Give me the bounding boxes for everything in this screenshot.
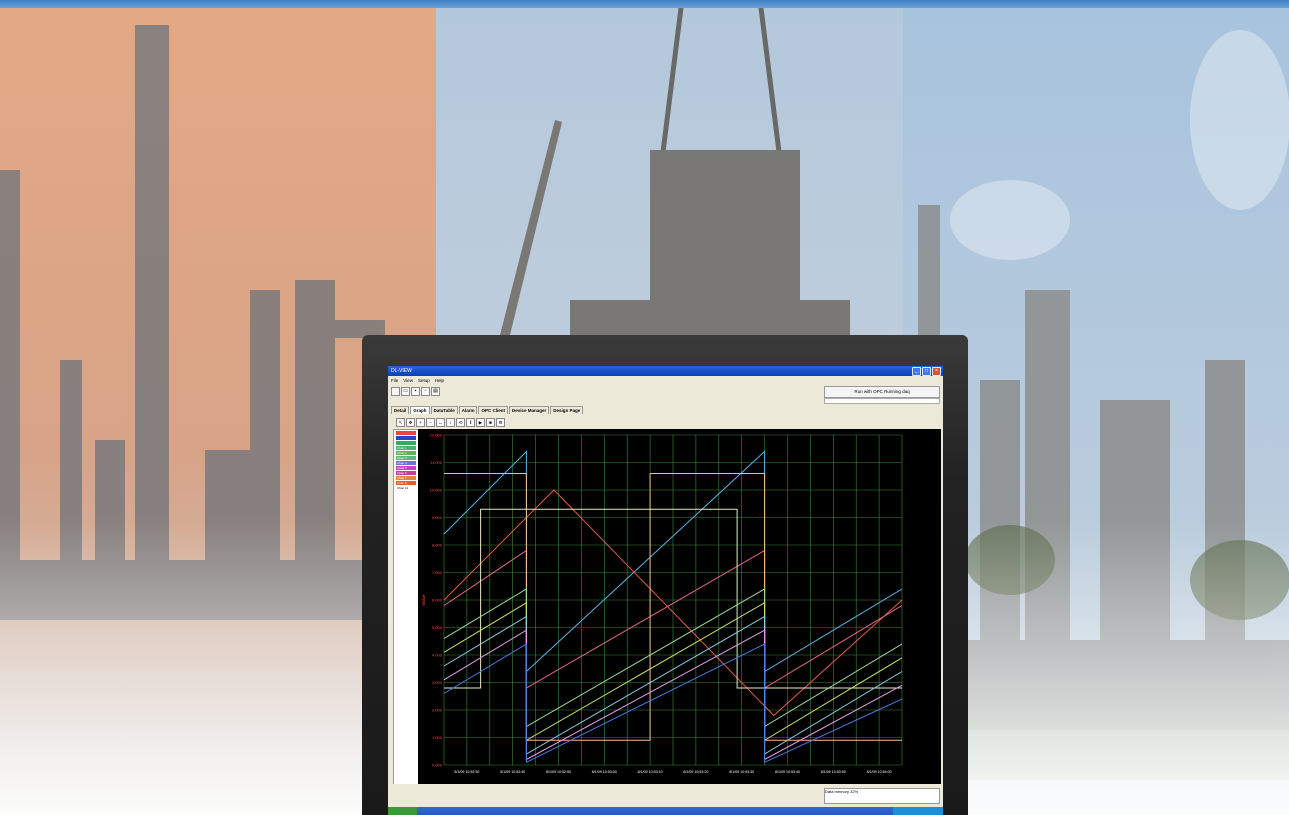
title-bar: DL-VIEW _ □ × xyxy=(388,366,943,376)
y-tick-label: 10.000 xyxy=(430,488,443,493)
trend-chart: 12.000 11.000 10.000 9.000 8.000 7.000 6.000 5.… xyxy=(418,429,941,784)
x-tick-label: 8/1/09 10:53:00 xyxy=(592,770,617,774)
tab-device-manager[interactable]: Device Manager xyxy=(509,406,550,414)
zoom-y-icon[interactable]: ↕ xyxy=(446,418,455,427)
legend-item[interactable] xyxy=(396,441,416,445)
y-tick-label: 4.000 xyxy=(432,653,443,658)
memory-status: Data memory 32% xyxy=(824,788,940,804)
y-tick-label: 12.000 xyxy=(430,433,443,438)
menu-file[interactable]: File xyxy=(391,377,399,383)
tab-opc-client[interactable]: OPC Client xyxy=(478,406,508,414)
y-tick-label: 6.000 xyxy=(432,598,443,603)
zoom-in-icon[interactable]: + xyxy=(416,418,425,427)
taskbar xyxy=(388,807,943,815)
cursor-icon[interactable]: ↖ xyxy=(396,418,405,427)
header-strip xyxy=(0,0,1289,8)
series-line xyxy=(443,615,903,755)
legend-item[interactable]: Chan 2 xyxy=(396,451,416,455)
close-button[interactable]: × xyxy=(932,366,941,376)
stop-icon[interactable]: ■ xyxy=(486,418,495,427)
play-icon[interactable]: ▶ xyxy=(476,418,485,427)
open-icon[interactable]: ▭ xyxy=(401,387,410,396)
print-icon[interactable]: ▤ xyxy=(431,387,440,396)
series-line xyxy=(443,489,903,717)
status-message: Run with OPC Running daq xyxy=(824,386,940,398)
series-line xyxy=(443,601,903,742)
legend-item[interactable] xyxy=(396,436,416,440)
series-line xyxy=(443,629,903,761)
maximize-button[interactable]: □ xyxy=(922,366,931,376)
y-tick-label: 0.000 xyxy=(432,763,443,768)
y-axis-label: Value xyxy=(421,594,426,606)
x-tick-label: 8/1/09 10:53:40 xyxy=(775,770,800,774)
menu-setup[interactable]: Setup xyxy=(417,377,430,383)
graph-toolbar: ↖ ✥ + − ↔ ↕ ⟲ ‖ ▶ ■ ⚙ xyxy=(396,418,505,427)
pause-icon[interactable]: ‖ xyxy=(466,418,475,427)
save-icon[interactable]: ▪ xyxy=(411,387,420,396)
x-tick-label: 8/1/09 10:53:30 xyxy=(729,770,754,774)
tab-graph[interactable]: Graph xyxy=(410,406,430,414)
app-window: DL-VIEW _ □ × File View Setup Help ▭ ▪ ▫… xyxy=(388,366,943,815)
x-tick-label: 8/1/09 10:52:30 xyxy=(454,770,479,774)
legend-item[interactable]: Chan 11 xyxy=(396,486,416,490)
tab-strip: Detail Graph DataTable Alarm OPC Client … xyxy=(391,406,584,414)
pan-icon[interactable]: ✥ xyxy=(406,418,415,427)
menu-help[interactable]: Help xyxy=(434,377,444,383)
x-tick-label: 8/1/09 10:53:20 xyxy=(683,770,708,774)
export-icon[interactable]: ▫ xyxy=(421,387,430,396)
status-subfield xyxy=(824,398,940,404)
y-tick-label: 9.000 xyxy=(432,515,443,520)
zoom-x-icon[interactable]: ↔ xyxy=(436,418,445,427)
legend-item[interactable]: Chan 1 xyxy=(396,446,416,450)
tab-datatable[interactable]: DataTable xyxy=(430,406,458,414)
y-tick-label: 5.000 xyxy=(432,625,443,630)
x-tick-label: 8/1/09 10:53:50 xyxy=(821,770,846,774)
toolbar: ▭ ▪ ▫ ▤ Run with OPC Running daq xyxy=(388,384,943,404)
x-tick-label: 8/1/09 10:52:40 xyxy=(500,770,525,774)
system-tray xyxy=(893,807,943,815)
status-footer: Data memory 32% xyxy=(388,784,943,806)
series-line xyxy=(443,450,903,673)
tab-design-page[interactable]: Design Page xyxy=(550,406,584,414)
window-title: DL-VIEW xyxy=(391,368,412,374)
legend-item[interactable]: Chan 6 xyxy=(396,471,416,475)
legend-item[interactable]: Chan 7 xyxy=(396,476,416,480)
series-line xyxy=(443,549,903,689)
y-tick-label: 11.000 xyxy=(430,460,443,465)
y-tick-label: 1.000 xyxy=(432,735,443,740)
legend-item[interactable] xyxy=(396,431,416,435)
legend-item[interactable]: Chan 4 xyxy=(396,461,416,465)
legend-item[interactable]: Chan 3 xyxy=(396,456,416,460)
y-tick-label: 3.000 xyxy=(432,680,443,685)
tab-detail[interactable]: Detail xyxy=(391,406,410,414)
channel-legend: Chan 1 Chan 2 Chan 3 Chan 4 Chan 5 Chan 6 Chan… xyxy=(393,429,419,786)
series-line xyxy=(443,588,903,728)
reset-zoom-icon[interactable]: ⟲ xyxy=(456,418,465,427)
y-tick-label: 2.000 xyxy=(432,708,443,713)
y-tick-label: 7.000 xyxy=(432,570,443,575)
legend-item[interactable]: Chan 5 xyxy=(396,466,416,470)
x-tick-label: 8/1/09 10:54:00 xyxy=(867,770,892,774)
start-button[interactable] xyxy=(388,807,417,815)
new-icon[interactable] xyxy=(391,387,400,396)
minimize-button[interactable]: _ xyxy=(912,366,921,376)
legend-item[interactable]: Chan 8 xyxy=(396,481,416,485)
settings-icon[interactable]: ⚙ xyxy=(496,418,505,427)
y-tick-label: 8.000 xyxy=(432,543,443,548)
menu-view[interactable]: View xyxy=(403,377,413,383)
x-tick-label: 8/1/09 10:52:50 xyxy=(546,770,571,774)
tab-alarm[interactable]: Alarm xyxy=(458,406,478,414)
x-tick-label: 8/1/09 10:53:10 xyxy=(638,770,663,774)
series-line xyxy=(443,643,903,764)
menu-bar: File View Setup Help xyxy=(388,376,943,384)
zoom-out-icon[interactable]: − xyxy=(426,418,435,427)
